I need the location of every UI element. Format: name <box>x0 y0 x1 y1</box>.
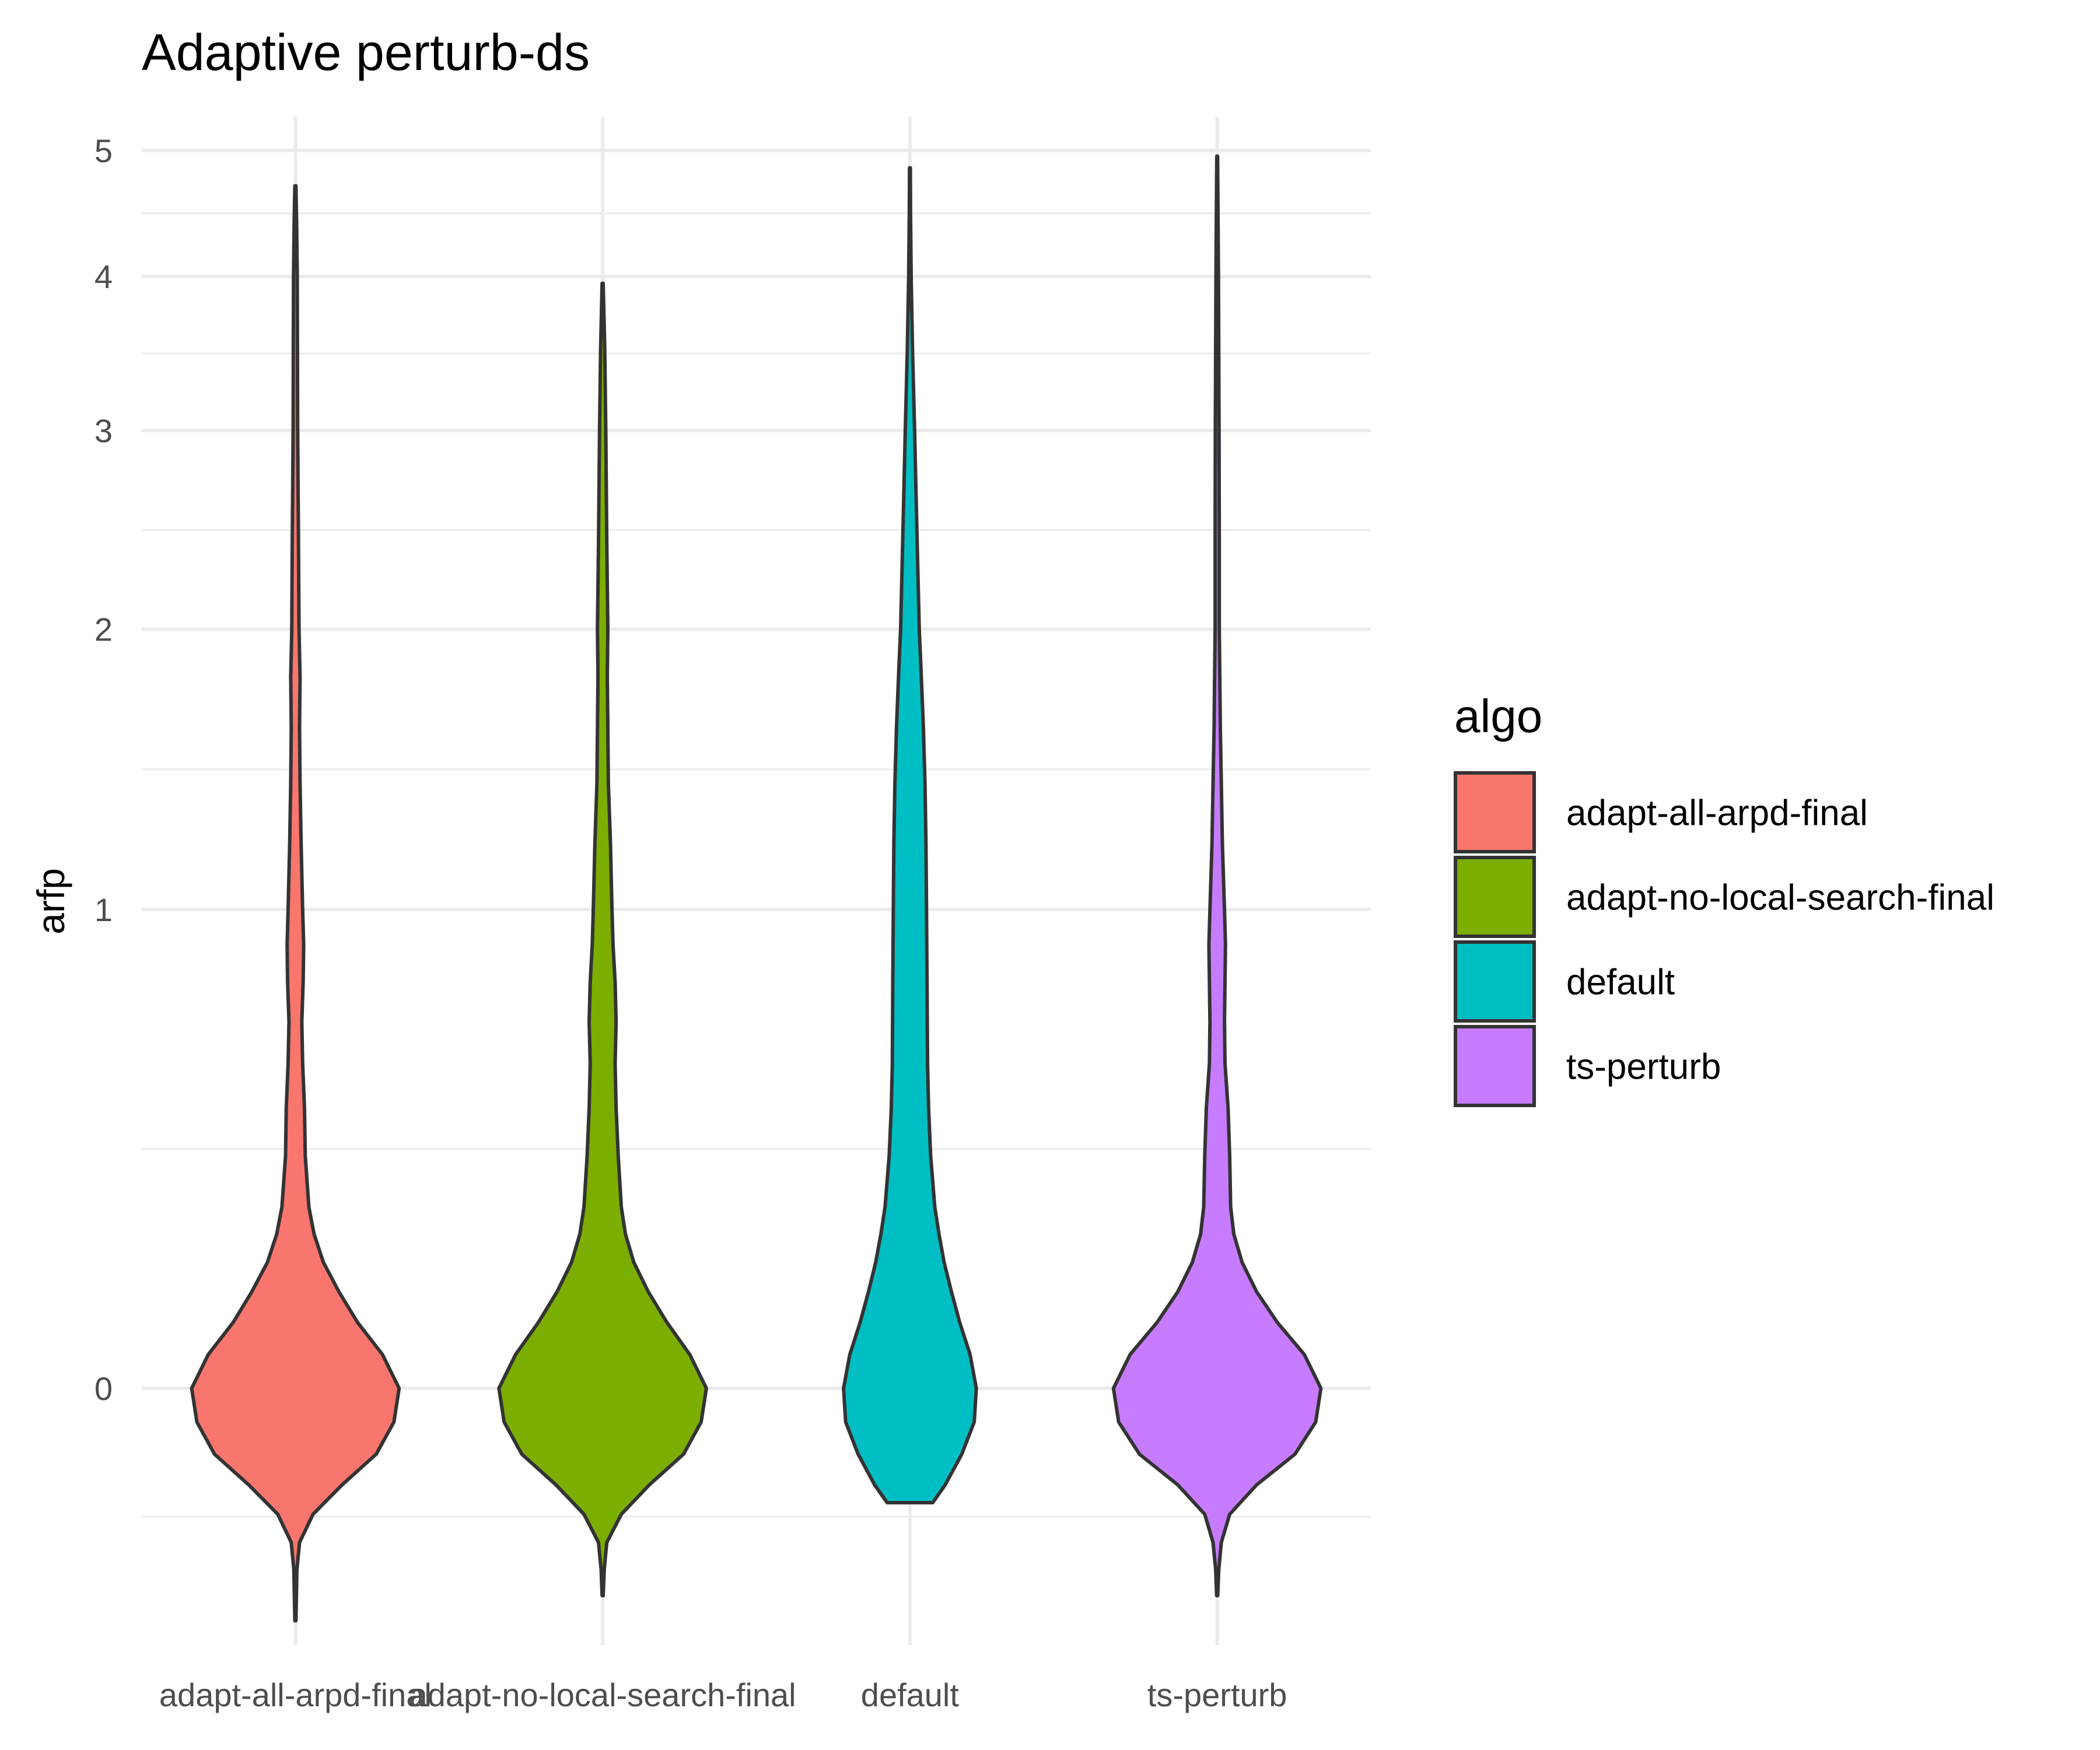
violin-default <box>842 166 978 1504</box>
legend: algo adapt-all-arpd-final adapt-no-local-… <box>1454 690 1994 1107</box>
y-tick-label: 3 <box>94 412 113 449</box>
x-tick-label: ts-perturb <box>1147 1676 1287 1713</box>
x-tick-label: default <box>861 1676 960 1713</box>
legend-label: ts-perturb <box>1566 1047 1721 1087</box>
x-tick-label: adapt-all-arpd-final <box>159 1676 432 1713</box>
violin-ts-perturb <box>1111 154 1323 1598</box>
legend-key-default <box>1454 940 1536 1023</box>
y-tick-label: 1 <box>94 891 113 928</box>
legend-label: default <box>1566 963 1675 1003</box>
legend-key-adapt-all-arpd-final <box>1454 771 1536 853</box>
legend-title: algo <box>1454 690 1542 742</box>
legend-items: adapt-all-arpd-final adapt-no-local-searc… <box>1454 771 1994 1107</box>
y-tick-label: 5 <box>94 132 113 169</box>
y-tick-label: 0 <box>94 1370 113 1407</box>
y-tick-label: 2 <box>94 611 113 648</box>
legend-key-ts-perturb <box>1454 1025 1536 1107</box>
chart-title: Adaptive perturb-ds <box>142 23 590 81</box>
legend-label: adapt-all-arpd-final <box>1566 793 1868 834</box>
violin-adapt-all-arpd-final <box>190 184 401 1623</box>
y-axis-ticks: 0 1 2 3 4 5 <box>94 132 113 1407</box>
violins <box>190 154 1323 1623</box>
y-tick-label: 4 <box>94 258 113 295</box>
y-axis-title: arfp <box>29 868 72 935</box>
x-tick-label: adapt-no-local-search-final <box>410 1676 796 1713</box>
violin-adapt-no-local-search-final <box>497 281 708 1598</box>
x-axis-ticks: adapt-all-arpd-finaladapt-no-local-searc… <box>159 1676 1287 1713</box>
legend-key-adapt-no-local-search-final <box>1454 856 1536 938</box>
legend-label: adapt-no-local-search-final <box>1566 878 1994 918</box>
